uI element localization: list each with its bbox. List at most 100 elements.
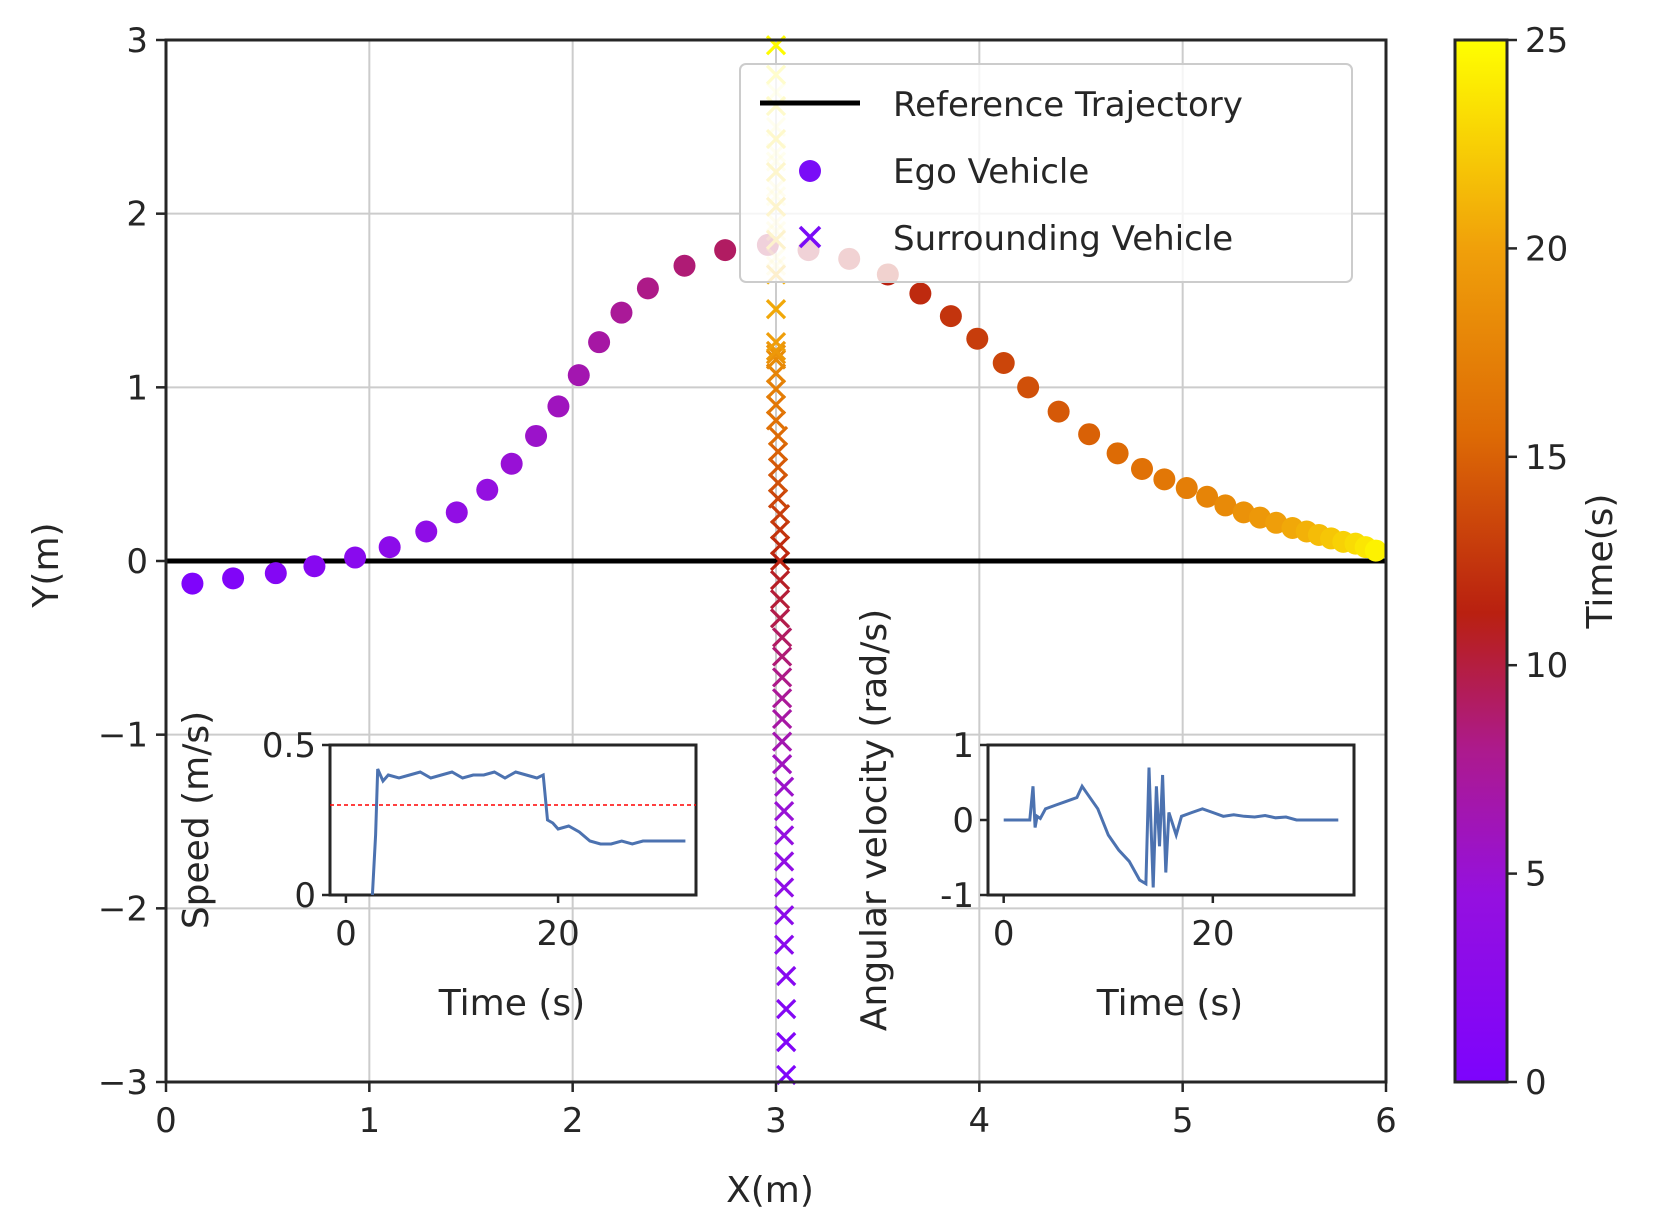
surrounding-vehicle-point	[765, 332, 787, 353]
surrounding-vehicle-point	[765, 340, 787, 361]
x-tick-label: 5	[1172, 1101, 1194, 1141]
surrounding-vehicle-point	[774, 934, 795, 955]
surrounding-vehicle-point	[765, 299, 787, 320]
legend-x-marker	[798, 225, 822, 249]
surrounding-vehicle-point	[776, 998, 797, 1020]
y-tick-label: 1	[126, 368, 148, 408]
ego-vehicle-point	[1214, 494, 1237, 517]
inset-speed-x-label: Time (s)	[438, 983, 585, 1024]
surrounding-vehicle-point	[769, 519, 791, 540]
surrounding-vehicle-point	[769, 608, 791, 629]
surrounding-vehicle-point	[765, 410, 787, 431]
surrounding-vehicle-point	[767, 441, 789, 462]
ego-vehicle-point	[1017, 376, 1040, 399]
ego-vehicle-point	[966, 327, 989, 350]
ego-vehicle-point	[344, 546, 367, 569]
inset-x-tick-label: 20	[1191, 914, 1234, 954]
x-tick-label: 2	[562, 1101, 584, 1141]
surrounding-vehicle-point	[771, 646, 793, 667]
ego-vehicle-point	[992, 352, 1015, 375]
inset-x-tick-label: 0	[335, 914, 357, 954]
colorbar-tick-label: 15	[1525, 438, 1568, 478]
surrounding-vehicle-point	[767, 457, 789, 478]
ego-vehicle-point	[567, 364, 590, 387]
surrounding-vehicle-point	[765, 394, 787, 415]
x-tick-label: 4	[969, 1101, 991, 1141]
inset-x-tick-label: 0	[993, 914, 1015, 954]
ego-vehicle-point	[525, 424, 548, 447]
surrounding-vehicle-point	[771, 688, 793, 709]
surrounding-vehicle-point	[776, 965, 797, 987]
inset-y-tick-label: 1	[952, 726, 974, 766]
colorbar-tick-label: 10	[1525, 646, 1568, 686]
colorbar: 0 5 10 15 20 25 Time(s)	[1453, 21, 1621, 1103]
ego-vehicle-point	[303, 555, 326, 578]
ego-vehicle-point	[1364, 539, 1387, 562]
legend: Reference Trajectory Ego Vehicle Surroun…	[739, 63, 1353, 283]
legend-circle-marker	[799, 160, 821, 182]
surrounding-vehicle-point	[769, 535, 791, 556]
x-tick-label: 6	[1375, 1101, 1397, 1141]
speed-series-line	[370, 768, 686, 896]
surrounding-vehicle-point	[767, 488, 789, 509]
ego-vehicle-point	[1175, 477, 1198, 500]
colorbar-tick-label: 5	[1525, 855, 1547, 895]
y-tick-label: −1	[98, 716, 148, 756]
inset-y-tick-label: -1	[940, 876, 974, 916]
surrounding-vehicle-point	[765, 378, 787, 400]
surrounding-vehicle-point	[774, 825, 795, 846]
ego-vehicle-point	[264, 562, 287, 585]
ego-vehicle-point	[1106, 442, 1129, 465]
inset-speed-y-label: Speed (m/s)	[176, 711, 217, 929]
ego-vehicle-point	[476, 478, 499, 501]
inset-y-tick-label: 0	[952, 801, 974, 841]
ego-vehicle-point	[1131, 457, 1153, 480]
inset-angular-y-label: Angular velocity (rad/s)	[854, 609, 895, 1031]
y-tick-label: 2	[126, 195, 148, 235]
y-tick-label: −3	[98, 1063, 148, 1103]
surrounding-vehicle-point	[771, 627, 793, 648]
legend-surrounding: Surrounding Vehicle	[893, 219, 1233, 259]
surrounding-vehicle-point	[774, 776, 795, 797]
inset-angular-x-label: Time (s)	[1096, 983, 1243, 1024]
y-tick-label: 3	[126, 21, 148, 61]
surrounding-vehicle-point	[771, 731, 793, 752]
inset-angular-chart: 0 20 -1 0 1 Time (s) Angular velocity (rad/s…	[854, 609, 1356, 1031]
y-tick-label: 0	[126, 542, 148, 582]
ego-vehicle-point	[636, 277, 659, 300]
colorbar-label: Time(s)	[1580, 494, 1621, 630]
ego-vehicle-point	[1153, 468, 1176, 491]
ego-vehicle-point	[1047, 400, 1070, 423]
surrounding-vehicle-point	[776, 1031, 797, 1053]
main-y-label: Y(m)	[26, 522, 67, 608]
y-tick-label: −2	[98, 889, 148, 929]
inset-speed-chart: 0 20 0 0.5 Time (s) Speed (m/s)	[176, 711, 698, 1024]
ego-vehicle-point	[909, 282, 932, 305]
ego-vehicle-point	[939, 305, 962, 328]
ego-vehicle-point	[378, 536, 401, 559]
angular-series-line	[1003, 767, 1339, 888]
colorbar-tick-label: 0	[1525, 1063, 1547, 1103]
surrounding-vehicle-point	[765, 349, 787, 370]
legend-reference: Reference Trajectory	[893, 85, 1243, 125]
x-tick-label: 3	[765, 1101, 787, 1141]
surrounding-vehicle-point	[774, 877, 795, 898]
ego-vehicle-point	[714, 239, 737, 262]
inset-y-tick-label: 0	[294, 876, 316, 916]
x-tick-label: 1	[359, 1101, 381, 1141]
surrounding-vehicle-point	[769, 589, 791, 610]
ego-vehicle-point	[415, 520, 438, 543]
surrounding-vehicle-point	[771, 754, 793, 775]
inset-y-tick-label: 0.5	[262, 726, 316, 766]
colorbar-tick-label: 20	[1525, 229, 1568, 269]
inset-x-tick-label: 20	[536, 914, 579, 954]
surrounding-vehicle-point	[774, 851, 795, 872]
x-tick-label: 0	[155, 1101, 177, 1141]
colorbar-tick-label: 25	[1525, 21, 1568, 61]
ego-vehicle-point	[445, 501, 468, 524]
surrounding-vehicle-point	[767, 472, 789, 493]
main-x-label: X(m)	[726, 1170, 814, 1211]
surrounding-vehicle-point	[771, 708, 793, 730]
ego-vehicle-point	[547, 395, 570, 418]
